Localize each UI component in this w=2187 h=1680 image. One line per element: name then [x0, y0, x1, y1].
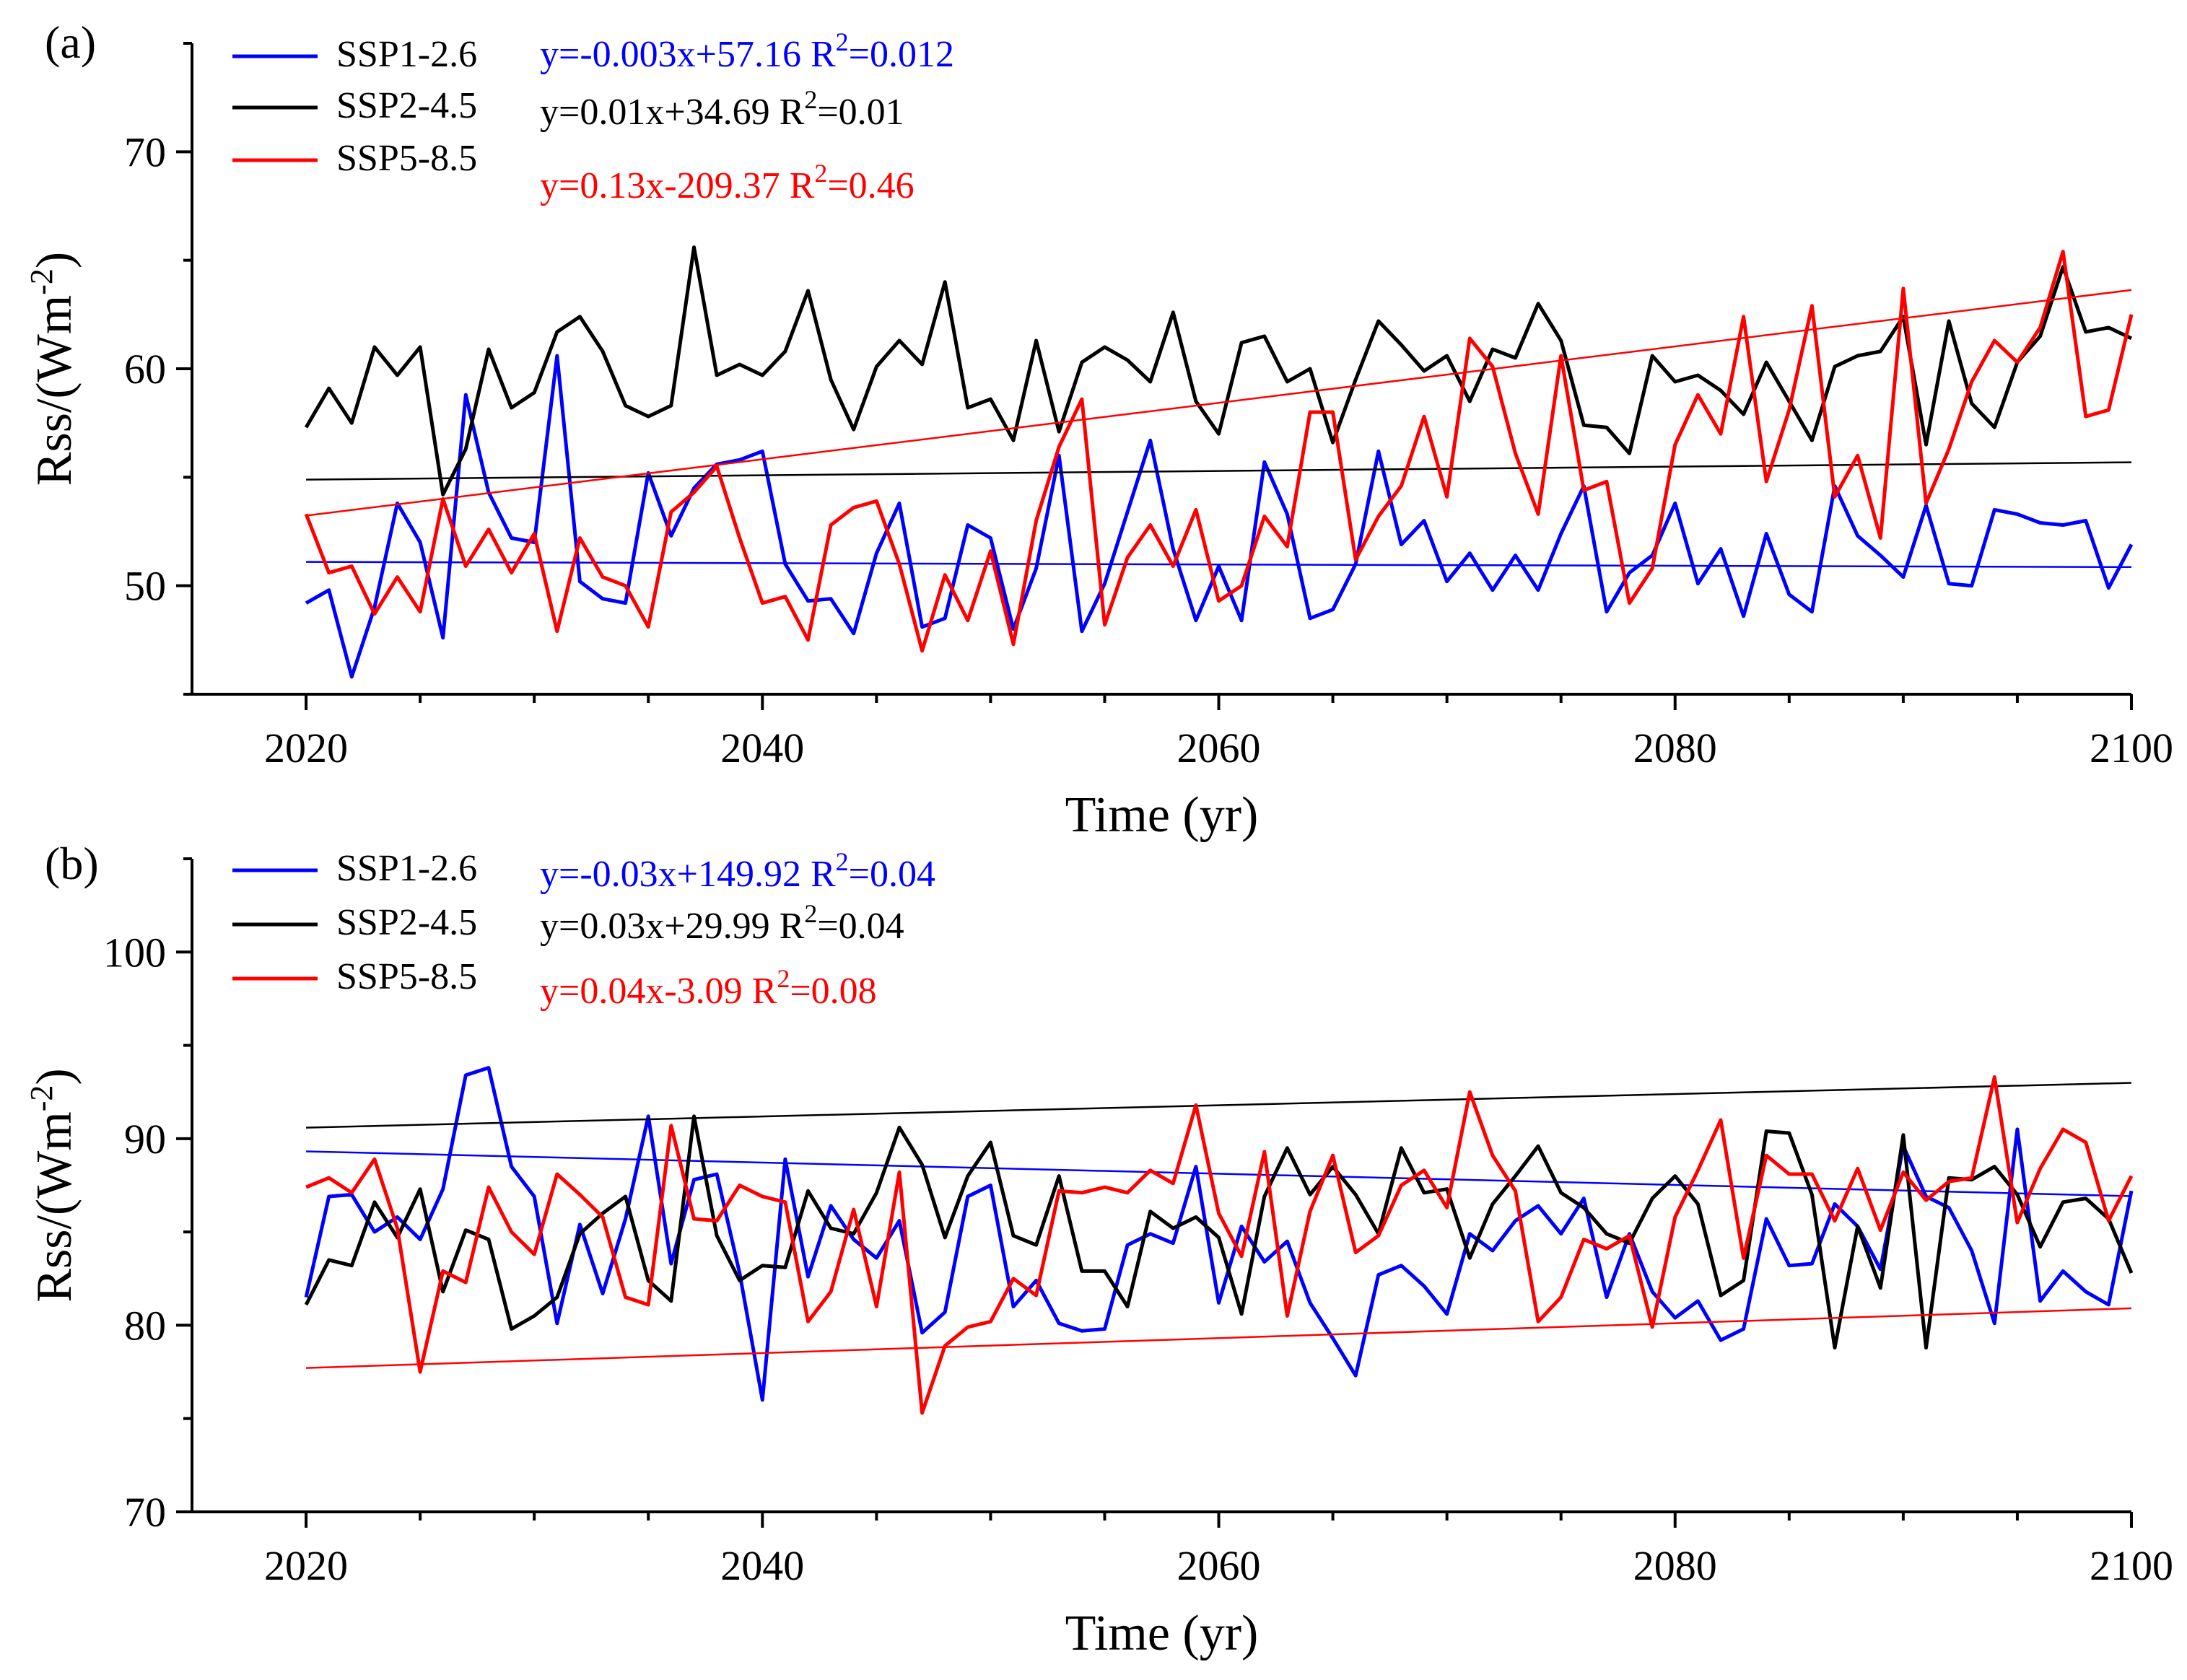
trend-line-SSP5-8.5: [305, 289, 2132, 517]
x-tick-label: 2020: [264, 1542, 348, 1589]
series-line-SSP5-8.5: [305, 1075, 2134, 1415]
y-tick-label: 50: [124, 563, 166, 610]
trend-line-SSP2-4.5: [306, 1082, 2132, 1129]
trend-line-SSP5-8.5: [306, 1307, 2132, 1369]
trend-equation-SSP5-8.5: y=0.04x-3.09 R2=0.08: [540, 964, 877, 1012]
panel-a: 2020 2040 2060 2080 2100 50 60 70 Time (yr) Rss/(…: [24, 17, 2173, 843]
y-tick-label: 100: [103, 929, 166, 976]
trend-equation-SSP1-2.6: y=-0.003x+57.16 R2=0.012: [540, 27, 954, 75]
x-tick-label: 2060: [1177, 1542, 1261, 1589]
x-tick-label: 2080: [1633, 1542, 1717, 1589]
x-axis-title: Time (yr): [1065, 1606, 1259, 1661]
y-tick-label: 70: [124, 1489, 166, 1536]
trend-line-SSP2-4.5: [306, 461, 2132, 481]
y-tick-label: 90: [124, 1116, 166, 1163]
y-tick-label: 80: [124, 1302, 166, 1349]
panel-label: (b): [45, 838, 99, 889]
legend-label-SSP5-8.5: SSP5-8.5: [336, 956, 477, 997]
series-line-SSP1-2.6: [304, 1066, 2134, 1402]
x-tick-label: 2060: [1177, 725, 1261, 771]
x-tick-label: 2100: [2090, 1542, 2173, 1589]
panel-b: 2020 2040 2060 2080 2100 70 80 90 100 Time (yr) Rs…: [24, 838, 2173, 1661]
y-axis-title: Rss/(Wm-2): [24, 252, 82, 486]
series-line-SSP2-4.5: [304, 245, 2133, 496]
trend-equation-SSP1-2.6: y=-0.03x+149.92 R2=0.04: [540, 847, 935, 895]
x-axis-title: Time (yr): [1065, 787, 1259, 843]
trend-line-SSP1-2.6: [306, 561, 2132, 569]
y-axis-title: Rss/(Wm-2): [24, 1068, 82, 1302]
trend-equation-SSP5-8.5: y=0.13x-209.37 R2=0.46: [540, 159, 914, 206]
panel-label: (a): [45, 17, 96, 68]
x-tick-label: 2020: [264, 725, 348, 771]
y-tick-label: 70: [124, 128, 166, 175]
series-line-SSP2-4.5: [304, 1114, 2134, 1349]
legend-label-SSP2-4.5: SSP2-4.5: [336, 85, 477, 126]
x-tick-label: 2040: [720, 1542, 804, 1589]
x-tick-label: 2100: [2090, 725, 2173, 771]
series-line-SSP1-2.6: [305, 354, 2134, 679]
x-tick-label: 2040: [720, 725, 804, 771]
legend-label-SSP5-8.5: SSP5-8.5: [336, 138, 477, 179]
legend-label-SSP1-2.6: SSP1-2.6: [336, 34, 477, 75]
y-tick-label: 60: [124, 346, 166, 393]
trend-line-SSP1-2.6: [306, 1150, 2132, 1197]
series-line-SSP5-8.5: [304, 250, 2134, 653]
trend-equation-SSP2-4.5: y=0.03x+29.99 R2=0.04: [540, 899, 904, 947]
legend-label-SSP1-2.6: SSP1-2.6: [336, 848, 477, 889]
legend-label-SSP2-4.5: SSP2-4.5: [336, 902, 477, 943]
x-tick-label: 2080: [1633, 725, 1717, 771]
trend-equation-SSP2-4.5: y=0.01x+34.69 R2=0.01: [540, 85, 904, 133]
